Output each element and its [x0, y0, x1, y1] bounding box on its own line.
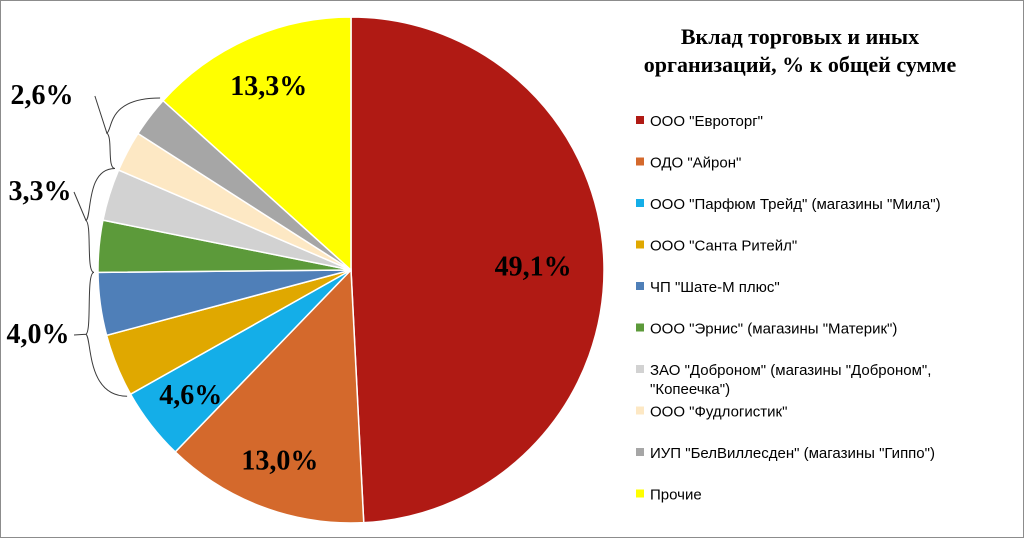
pie-slices [97, 16, 605, 524]
legend-swatch-10 [636, 489, 644, 498]
data-label-2: 13,0% [241, 446, 318, 477]
chart-title-line-1: Вклад торговых и иных [681, 24, 919, 49]
legend-label-2: ОДО "Айрон" [650, 155, 741, 172]
legend: ООО "Евроторг" ОДО "Айрон" ООО "Парфюм Тре… [636, 113, 941, 504]
legend-swatch-5 [636, 282, 644, 290]
data-label-10: 13,3% [230, 71, 307, 102]
legend-label-7-line-1: ЗАО "Доброном" (магазины "Доброном", [650, 362, 931, 379]
data-label-4: 4,0% [7, 319, 70, 350]
pie-slice-2 [174, 268, 365, 524]
legend-label-3: ООО "Парфюм Трейд" (магазины "Мила") [650, 196, 941, 213]
legend-label-4: ООО "Санта Ритейл" [650, 238, 797, 255]
legend-label-6: ООО "Эрнис" (магазины "Материк") [650, 321, 897, 338]
legend-label-8: ООО "Фудлогистик" [650, 404, 787, 421]
legend-label-9: ИУП "БелВиллесден" (магазины "Гиппо") [650, 445, 935, 462]
legend-swatch-8 [636, 406, 644, 415]
data-labels: 49,1% 13,0% 4,6% 4,0% 3,3% 2,6% 13,3% [7, 71, 572, 476]
label-bracket-2 [73, 168, 115, 273]
data-label-1: 49,1% [495, 251, 572, 282]
legend-swatch-7 [636, 365, 644, 373]
legend-swatch-1 [636, 116, 644, 124]
label-bracket-3 [94, 95, 161, 169]
label-bracket-1 [73, 271, 128, 397]
legend-swatch-6 [636, 323, 644, 332]
data-label-3: 4,6% [159, 380, 222, 411]
chart-title-line-2: организаций, % к общей сумме [644, 52, 957, 77]
legend-label-10: Прочие [650, 487, 702, 504]
legend-swatch-3 [636, 199, 644, 207]
pie-slice-1 [350, 16, 605, 524]
data-label-6: 3,3% [9, 176, 72, 207]
label-brackets [73, 95, 161, 397]
data-label-8: 2,6% [11, 80, 74, 111]
pie-slice-10 [162, 16, 352, 272]
legend-swatch-4 [636, 240, 644, 249]
legend-label-1: ООО "Евроторг" [650, 113, 763, 130]
legend-label-5: ЧП "Шате-М плюс" [650, 279, 780, 296]
legend-label-7-line-2: "Копеечка") [650, 381, 730, 398]
legend-swatch-2 [636, 157, 644, 166]
legend-swatch-9 [636, 448, 644, 456]
